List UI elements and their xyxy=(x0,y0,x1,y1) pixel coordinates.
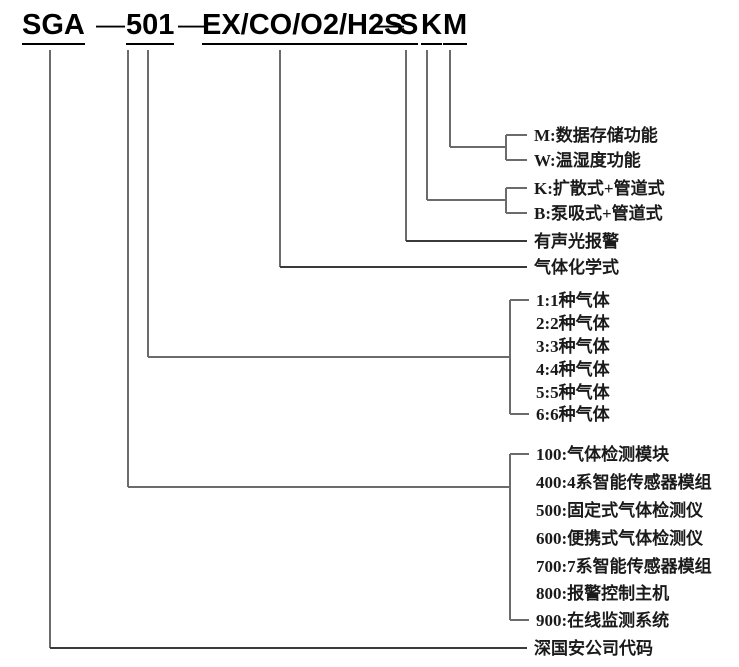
label-storage-w: W:温湿度功能 xyxy=(534,151,641,170)
label-sampling-b: B:泵吸式+管道式 xyxy=(534,204,663,223)
label-alarm: 有声光报警 xyxy=(534,232,619,251)
label-product-800: 800:报警控制主机 xyxy=(536,584,670,603)
label-sampling-k: K:扩散式+管道式 xyxy=(534,179,665,198)
label-product-500: 500:固定式气体检测仪 xyxy=(536,501,704,520)
label-gas-count-1: 1:1种气体 xyxy=(536,291,610,310)
model-code-header: SGA — 501 — EX/CO/O2/H2S — S K M xyxy=(0,0,739,50)
label-product-700: 700:7系智能传感器模组 xyxy=(536,557,712,576)
label-product-900: 900:在线监测系统 xyxy=(536,611,670,630)
code-dash-1: — xyxy=(96,9,125,41)
label-product-400: 400:4系智能传感器模组 xyxy=(536,473,712,492)
code-dash-3: — xyxy=(375,9,404,41)
code-segment-series: 501 xyxy=(126,8,175,45)
label-gas-formula: 气体化学式 xyxy=(534,258,619,277)
label-gas-count-4: 4:4种气体 xyxy=(536,360,610,379)
label-product-600: 600:便携式气体检测仪 xyxy=(536,529,704,548)
label-product-100: 100:气体检测模块 xyxy=(536,445,670,464)
label-storage-m: M:数据存储功能 xyxy=(534,126,658,145)
label-gas-count-3: 3:3种气体 xyxy=(536,337,610,356)
code-segment-k: K xyxy=(421,8,442,45)
label-company-code: 深国安公司代码 xyxy=(534,639,653,658)
code-segment-s: S xyxy=(399,8,419,45)
code-segment-m: M xyxy=(443,8,468,45)
label-gas-count-2: 2:2种气体 xyxy=(536,314,610,333)
label-gas-count-5: 5:5种气体 xyxy=(536,383,610,402)
code-segment-gas: EX/CO/O2/H2S xyxy=(202,8,404,45)
code-dash-2: — xyxy=(178,9,207,41)
code-segment-brand: SGA xyxy=(22,8,85,45)
label-gas-count-6: 6:6种气体 xyxy=(536,405,610,424)
